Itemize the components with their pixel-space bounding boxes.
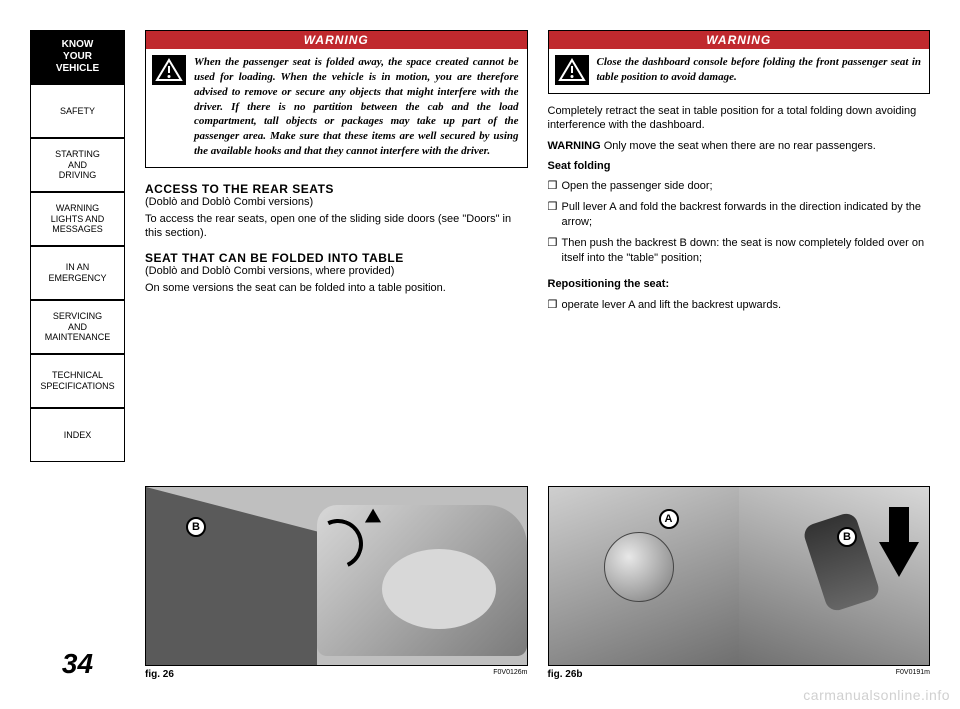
list-item: ❒Then push the backrest B down: the seat… [548,236,931,266]
warning-header: WARNING [146,31,527,49]
warning-header: WARNING [549,31,930,49]
repositioning-list: ❒operate lever A and lift the backrest u… [548,298,931,319]
warning-body: Close the dashboard console before foldi… [549,49,930,93]
sidebar-item-index[interactable]: INDEX [30,408,125,462]
figure-26: B fig. 26 F0V0126m [145,486,528,680]
list-item-text: Pull lever A and fold the backrest forwa… [562,200,931,230]
warning-triangle-icon [152,55,186,85]
right-column: WARNING Close the dashboard console befo… [548,30,931,680]
list-item-text: Then push the backrest B down: the seat … [562,236,931,266]
warning-label: WARNING [548,140,601,152]
manual-page: KNOW YOUR VEHICLE SAFETY STARTING AND DR… [30,30,930,680]
paragraph: On some versions the seat can be folded … [145,281,528,295]
heading-seat-folded-table: SEAT THAT CAN BE FOLDED INTO TABLE [145,251,528,265]
subheading-seat-folded-table: (Doblò and Doblò Combi versions, where p… [145,265,528,277]
sidebar-item-label: SAFETY [60,106,95,117]
paragraph: To access the rear seats, open one of th… [145,212,528,241]
list-item: ❒operate lever A and lift the backrest u… [548,298,931,313]
figure-caption: fig. 26 F0V0126m [145,669,528,680]
list-item-text: operate lever A and lift the backrest up… [562,298,782,313]
sidebar-item-label: KNOW YOUR VEHICLE [56,39,99,75]
warning-triangle-icon [555,55,589,85]
seat-folding-list: ❒Open the passenger side door; ❒Pull lev… [548,179,931,271]
warning-text: When the passenger seat is folded away, … [194,55,519,159]
figure-26b: A B fig. 26b F0V0191m [548,486,931,680]
figure-marker-b: B [186,517,206,537]
sidebar-nav: KNOW YOUR VEHICLE SAFETY STARTING AND DR… [30,30,125,680]
figure-code: F0V0126m [493,669,527,680]
sidebar-item-label: WARNING LIGHTS AND MESSAGES [51,203,105,235]
warning-box: WARNING Close the dashboard console befo… [548,30,931,94]
sidebar-item-know-your-vehicle[interactable]: KNOW YOUR VEHICLE [30,30,125,84]
page-number: 34 [30,648,125,680]
figure-label: fig. 26 [145,669,174,680]
sidebar-item-label: IN AN EMERGENCY [48,262,106,284]
warning-body: When the passenger seat is folded away, … [146,49,527,167]
sidebar-item-label: STARTING AND DRIVING [55,149,100,181]
heading-seat-folding: Seat folding [548,159,931,173]
heading-access-rear-seats: ACCESS TO THE REAR SEATS [145,182,528,196]
heading-repositioning: Repositioning the seat: [548,277,931,291]
list-item: ❒Open the passenger side door; [548,179,931,194]
figure-image: A B [548,486,931,666]
sidebar-item-warning-lights[interactable]: WARNING LIGHTS AND MESSAGES [30,192,125,246]
sidebar-item-label: SERVICING AND MAINTENANCE [45,311,111,343]
sidebar-item-safety[interactable]: SAFETY [30,84,125,138]
sidebar-item-label: TECHNICAL SPECIFICATIONS [40,370,114,392]
figure-label: fig. 26b [548,669,583,680]
warning-inline: WARNING Only move the seat when there ar… [548,139,931,153]
figure-marker-a: A [659,509,679,529]
warning-rest: Only move the seat when there are no rea… [601,140,876,152]
subheading-access-rear-seats: (Doblò and Doblò Combi versions) [145,196,528,208]
sidebar-item-label: INDEX [64,430,92,441]
warning-box: WARNING When the passenger seat is folde… [145,30,528,168]
list-item: ❒Pull lever A and fold the backrest forw… [548,200,931,230]
paragraph: Completely retract the seat in table pos… [548,104,931,133]
sidebar-item-tech-specs[interactable]: TECHNICAL SPECIFICATIONS [30,354,125,408]
watermark: carmanualsonline.info [803,687,950,703]
down-arrow-icon [879,507,919,577]
figure-code: F0V0191m [896,669,930,680]
page-content: WARNING When the passenger seat is folde… [125,30,930,680]
warning-text: Close the dashboard console before foldi… [597,55,922,85]
sidebar-item-servicing[interactable]: SERVICING AND MAINTENANCE [30,300,125,354]
sidebar-item-emergency[interactable]: IN AN EMERGENCY [30,246,125,300]
figure-caption: fig. 26b F0V0191m [548,669,931,680]
figure-marker-b: B [837,527,857,547]
figure-image: B [145,486,528,666]
list-item-text: Open the passenger side door; [562,179,713,194]
left-column: WARNING When the passenger seat is folde… [145,30,528,680]
sidebar-item-starting-driving[interactable]: STARTING AND DRIVING [30,138,125,192]
